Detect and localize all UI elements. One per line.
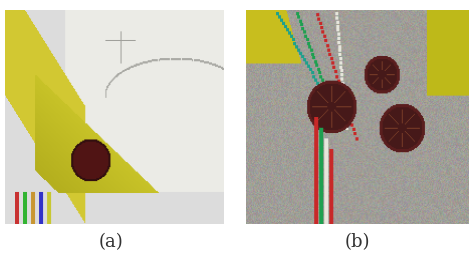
Text: (b): (b) [345, 233, 371, 251]
Text: (a): (a) [99, 233, 124, 251]
